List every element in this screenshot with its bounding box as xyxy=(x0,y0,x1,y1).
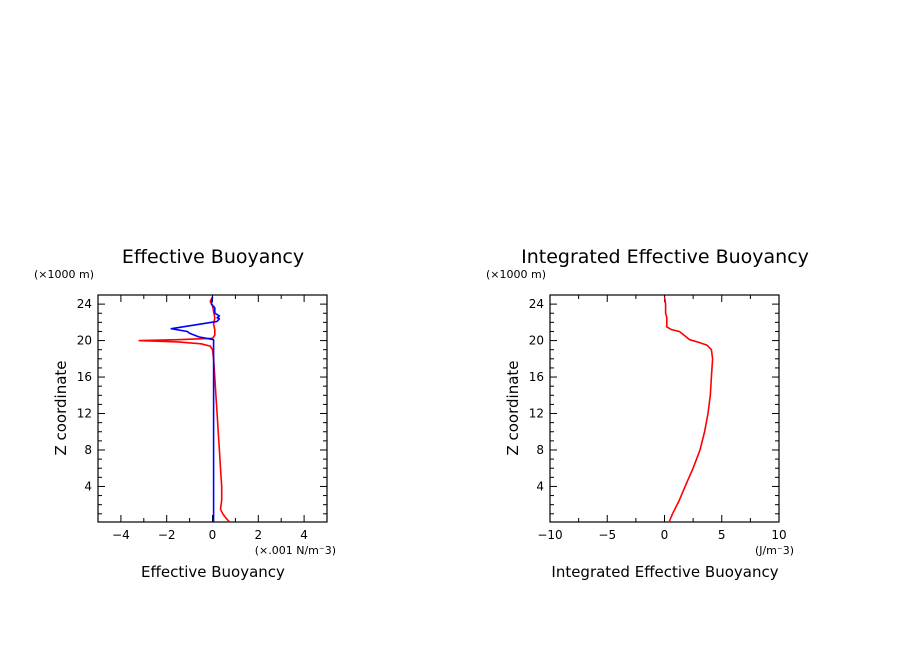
y-tick-label: 24 xyxy=(529,297,544,311)
series-line-1 xyxy=(170,296,221,522)
plot-frame xyxy=(97,294,328,523)
series-line-0 xyxy=(138,296,231,523)
x-tick-label: −4 xyxy=(112,528,130,542)
y-tick-label: 4 xyxy=(536,479,544,493)
y-axis-label: Z coordinate xyxy=(504,360,522,455)
chart-title: Integrated Effective Buoyancy xyxy=(521,246,809,268)
x-tick-label: 0 xyxy=(209,528,217,542)
series-line-0 xyxy=(663,296,714,523)
y-tick-label: 12 xyxy=(529,407,544,421)
x-tick-label: −2 xyxy=(158,528,176,542)
series-group xyxy=(138,296,231,523)
y-tick-label: 20 xyxy=(77,334,92,348)
y-axis-label: Z coordinate xyxy=(52,360,70,455)
x-tick-label: 10 xyxy=(771,528,786,542)
x-tick-label: 0 xyxy=(661,528,669,542)
y-axis-unit: (×1000 m) xyxy=(34,268,94,281)
x-axis-label: Effective Buoyancy xyxy=(141,563,285,581)
chart-panel-effective-buoyancy: Effective Buoyancy (×1000 m) −4 −2 0 2 44812… xyxy=(34,246,336,581)
x-tick-label: 5 xyxy=(718,528,726,542)
y-tick-label: 16 xyxy=(77,370,92,384)
series-group xyxy=(663,296,714,523)
plot-frame xyxy=(549,294,780,523)
y-tick-label: 12 xyxy=(77,407,92,421)
x-tick-label: −10 xyxy=(537,528,562,542)
chart-title: Effective Buoyancy xyxy=(122,246,304,268)
x-tick-label: −5 xyxy=(598,528,616,542)
y-axis-unit: (×1000 m) xyxy=(486,268,546,281)
y-tick-label: 20 xyxy=(529,334,544,348)
y-tick-label: 4 xyxy=(84,479,92,493)
x-axis-label: Integrated Effective Buoyancy xyxy=(551,563,778,581)
x-axis-unit: (J/m⁻3) xyxy=(755,544,794,557)
x-tick-label: 4 xyxy=(300,528,308,542)
y-tick-label: 24 xyxy=(77,297,92,311)
x-tick-label: 2 xyxy=(254,528,262,542)
y-tick-label: 8 xyxy=(84,443,92,457)
y-tick-label: 8 xyxy=(536,443,544,457)
axis-ticks: −10 −5 0 5 10 4 8 12 16 20 24 xyxy=(529,294,787,542)
chart-panel-integrated-effective-buoyancy: Integrated Effective Buoyancy (×1000 m) … xyxy=(486,246,809,581)
y-tick-label: 16 xyxy=(529,370,544,384)
x-axis-unit: (×.001 N/m⁻3) xyxy=(255,544,336,557)
